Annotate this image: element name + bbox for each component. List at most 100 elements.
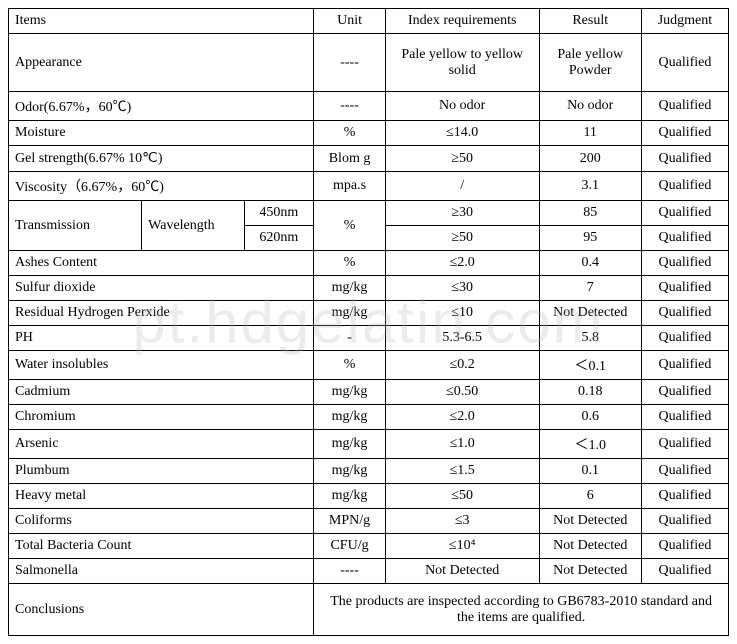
cell-index: ≥50	[385, 146, 539, 172]
cell-judgment: Qualified	[641, 251, 728, 276]
cell-unit: MPN/g	[314, 509, 386, 534]
cell-item: Viscosity（6.67%，60℃)	[9, 172, 314, 201]
cell-unit: -	[314, 326, 386, 351]
cell-450nm: 450nm	[244, 201, 314, 226]
cell-result: 0.1	[539, 459, 641, 484]
row-sulfur: Sulfur dioxide mg/kg ≤30 7 Qualified	[9, 276, 729, 301]
cell-judgment: Qualified	[641, 301, 728, 326]
cell-index: ≤1.5	[385, 459, 539, 484]
cell-unit: Blom g	[314, 146, 386, 172]
cell-index: ≥30	[385, 201, 539, 226]
cell-unit: %	[314, 351, 386, 380]
cell-item: Gel strength(6.67% 10℃)	[9, 146, 314, 172]
cell-index: ≥50	[385, 226, 539, 251]
cell-index: ≤1.0	[385, 430, 539, 459]
cell-item: Coliforms	[9, 509, 314, 534]
cell-judgment: Qualified	[641, 509, 728, 534]
cell-index: ≤2.0	[385, 405, 539, 430]
conclusion-text: The products are inspected according to …	[314, 584, 729, 636]
cell-result: 200	[539, 146, 641, 172]
cell-unit: mg/kg	[314, 380, 386, 405]
h-unit: Unit	[314, 9, 386, 34]
cell-result: 0.4	[539, 251, 641, 276]
cell-result: ＜0.1	[539, 351, 641, 380]
row-ph: PH - 5.3-6.5 5.8 Qualified	[9, 326, 729, 351]
row-bacteria: Total Bacteria Count CFU/g ≤10⁴ Not Dete…	[9, 534, 729, 559]
cell-item: Cadmium	[9, 380, 314, 405]
cell-620nm: 620nm	[244, 226, 314, 251]
cell-transmission: Transmission	[9, 201, 142, 251]
h-result: Result	[539, 9, 641, 34]
cell-unit: %	[314, 121, 386, 146]
cell-judgment: Qualified	[641, 34, 728, 92]
cell-result: 7	[539, 276, 641, 301]
cell-item: Water insolubles	[9, 351, 314, 380]
cell-judgment: Qualified	[641, 226, 728, 251]
row-plumbum: Plumbum mg/kg ≤1.5 0.1 Qualified	[9, 459, 729, 484]
cell-result: 0.18	[539, 380, 641, 405]
cell-item: Residual Hydrogen Perxide	[9, 301, 314, 326]
cell-index: ≤30	[385, 276, 539, 301]
cell-unit: CFU/g	[314, 534, 386, 559]
cell-item: Total Bacteria Count	[9, 534, 314, 559]
cell-index: 5.3-6.5	[385, 326, 539, 351]
cell-judgment: Qualified	[641, 92, 728, 121]
h-judgment: Judgment	[641, 9, 728, 34]
cell-index: ≤10⁴	[385, 534, 539, 559]
cell-judgment: Qualified	[641, 146, 728, 172]
cell-result: Not Detected	[539, 301, 641, 326]
cell-item: Appearance	[9, 34, 314, 92]
row-trans-450: Transmission Wavelength 450nm % ≥30 85 Q…	[9, 201, 729, 226]
cell-index: ≤10	[385, 301, 539, 326]
cell-judgment: Qualified	[641, 276, 728, 301]
spec-table: Items Unit Index requirements Result Jud…	[8, 8, 729, 636]
cell-unit: mg/kg	[314, 405, 386, 430]
cell-unit: %	[314, 201, 386, 251]
cell-result: 85	[539, 201, 641, 226]
cell-result: 95	[539, 226, 641, 251]
cell-result: Pale yellow Powder	[539, 34, 641, 92]
h-index: Index requirements	[385, 9, 539, 34]
row-ashes: Ashes Content % ≤2.0 0.4 Qualified	[9, 251, 729, 276]
cell-judgment: Qualified	[641, 559, 728, 584]
cell-judgment: Qualified	[641, 430, 728, 459]
row-arsenic: Arsenic mg/kg ≤1.0 ＜1.0 Qualified	[9, 430, 729, 459]
row-viscosity: Viscosity（6.67%，60℃) mpa.s / 3.1 Qualifi…	[9, 172, 729, 201]
row-peroxide: Residual Hydrogen Perxide mg/kg ≤10 Not …	[9, 301, 729, 326]
cell-item: Moisture	[9, 121, 314, 146]
cell-unit: ----	[314, 559, 386, 584]
cell-item: Plumbum	[9, 459, 314, 484]
cell-index: /	[385, 172, 539, 201]
cell-index: ≤50	[385, 484, 539, 509]
cell-index: ≤14.0	[385, 121, 539, 146]
cell-judgment: Qualified	[641, 484, 728, 509]
cell-unit: mg/kg	[314, 484, 386, 509]
cell-result: Not Detected	[539, 534, 641, 559]
cell-index: Pale yellow to yellow solid	[385, 34, 539, 92]
row-moisture: Moisture % ≤14.0 11 Qualified	[9, 121, 729, 146]
row-odor: Odor(6.67%，60℃) ---- No odor No odor Qua…	[9, 92, 729, 121]
cell-judgment: Qualified	[641, 121, 728, 146]
cell-result: 0.6	[539, 405, 641, 430]
cell-unit: mg/kg	[314, 301, 386, 326]
cell-index: ≤0.50	[385, 380, 539, 405]
cell-judgment: Qualified	[641, 351, 728, 380]
cell-index: ≤2.0	[385, 251, 539, 276]
cell-result: No odor	[539, 92, 641, 121]
cell-item: Heavy metal	[9, 484, 314, 509]
cell-judgment: Qualified	[641, 534, 728, 559]
row-cadmium: Cadmium mg/kg ≤0.50 0.18 Qualified	[9, 380, 729, 405]
cell-unit: mg/kg	[314, 276, 386, 301]
cell-judgment: Qualified	[641, 459, 728, 484]
row-appearance: Appearance ---- Pale yellow to yellow so…	[9, 34, 729, 92]
cell-item: Odor(6.67%，60℃)	[9, 92, 314, 121]
cell-unit: mpa.s	[314, 172, 386, 201]
cell-judgment: Qualified	[641, 380, 728, 405]
cell-item: Salmonella	[9, 559, 314, 584]
cell-wavelength: Wavelength	[142, 201, 244, 251]
cell-judgment: Qualified	[641, 201, 728, 226]
cell-index: ≤0.2	[385, 351, 539, 380]
cell-unit: ----	[314, 34, 386, 92]
cell-result: 11	[539, 121, 641, 146]
cell-item: Ashes Content	[9, 251, 314, 276]
